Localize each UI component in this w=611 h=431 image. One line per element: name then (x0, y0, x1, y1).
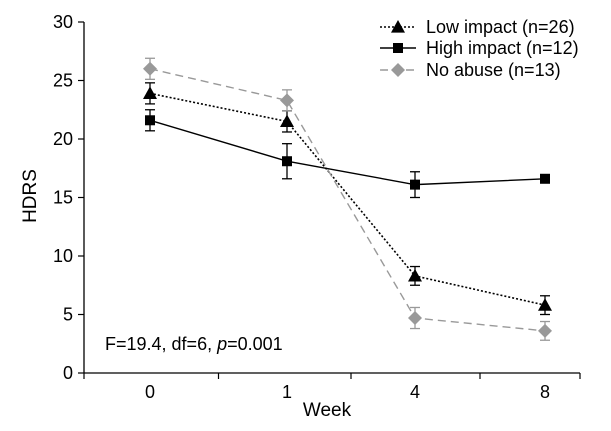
legend-marker (391, 20, 405, 33)
stats-annotation-prefix: F=19.4, df=6, (105, 334, 217, 354)
legend-label: Low impact (n=26) (426, 17, 575, 37)
stats-annotation-p: p (216, 334, 227, 354)
x-tick-label: 1 (282, 382, 292, 402)
series-2 (143, 57, 552, 341)
data-point (538, 298, 552, 311)
series-line (149, 92, 546, 306)
series-0 (143, 82, 552, 316)
x-tick-label: 4 (410, 382, 420, 402)
series-1 (145, 109, 550, 199)
legend-label: High impact (n=12) (426, 38, 579, 58)
data-point (282, 156, 292, 167)
data-point (143, 86, 157, 99)
data-point (145, 115, 155, 126)
x-tick-label: 8 (540, 382, 550, 402)
data-point (408, 268, 422, 282)
y-tick-label: 20 (53, 129, 73, 149)
data-point (280, 114, 294, 128)
data-point (408, 311, 422, 326)
y-tick-label: 0 (63, 363, 73, 383)
legend-marker (391, 63, 405, 77)
axes: 0 5 10 15 20 25 30 0 1 4 8 (53, 12, 581, 402)
data-point (410, 179, 420, 190)
stats-annotation: F=19.4, df=6, p=0.001 (105, 334, 283, 354)
data-point (280, 93, 294, 108)
series-layer (143, 57, 552, 341)
x-axis-label: Week (303, 400, 352, 421)
y-axis-label: HDRS (20, 169, 41, 223)
legend-marker (393, 43, 403, 53)
y-tick-label: 5 (63, 305, 73, 325)
data-point (143, 61, 157, 76)
y-tick-label: 15 (53, 188, 73, 208)
x-tick-label: 0 (145, 382, 155, 402)
series-line (149, 68, 546, 332)
data-point (538, 323, 552, 338)
series-line (149, 119, 546, 186)
stats-annotation-suffix: =0.001 (227, 334, 283, 354)
legend-label: No abuse (n=13) (426, 60, 561, 80)
y-tick-label: 25 (53, 71, 73, 91)
legend-item-0: Low impact (n=26) (380, 17, 575, 37)
legend-item-2: No abuse (n=13) (380, 60, 561, 80)
y-tick-label: 30 (53, 12, 73, 32)
data-point (540, 173, 550, 184)
legend-item-1: High impact (n=12) (380, 38, 579, 58)
legend: Low impact (n=26)High impact (n=12)No ab… (380, 17, 579, 80)
y-tick-label: 10 (53, 246, 73, 266)
